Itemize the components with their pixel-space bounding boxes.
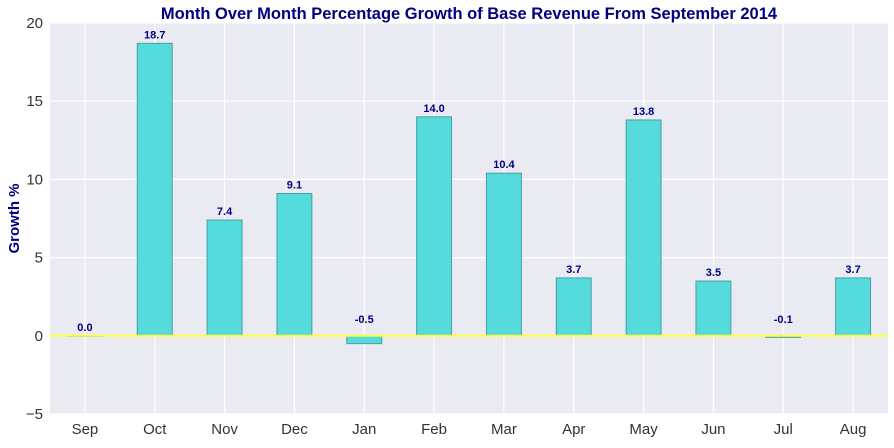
data-label: 7.4 [217, 206, 233, 218]
x-tick-label: Mar [491, 421, 517, 438]
data-label: 3.7 [845, 264, 860, 276]
y-axis-label: Growth % [6, 184, 23, 254]
bar-aug [835, 277, 872, 337]
bar-feb [416, 116, 453, 337]
data-labels: 0.0 18.7 7.4 9.1 -0.5 14.0 10.4 3.7 13.8 3.5 -0.1 3… [77, 29, 860, 333]
data-label: 13.8 [633, 106, 654, 118]
chart-title: Month Over Month Percentage Growth of Ba… [161, 5, 778, 23]
x-tick-label: Oct [143, 421, 167, 438]
y-tick-label: 20 [26, 15, 43, 32]
bars [66, 42, 872, 345]
bar-nov [206, 219, 243, 337]
data-label: 9.1 [287, 179, 302, 191]
data-label: 18.7 [144, 29, 165, 41]
y-tick-label: −5 [26, 406, 43, 423]
x-tick-label: Jan [352, 421, 376, 438]
data-label: 10.4 [493, 159, 515, 171]
data-label: 3.7 [566, 264, 581, 276]
data-label: -0.1 [774, 314, 793, 326]
x-tick-label: Apr [562, 421, 585, 438]
bar-mar [485, 172, 522, 337]
bar-oct [136, 42, 173, 337]
plot-background [50, 23, 888, 414]
data-label: 3.5 [706, 267, 721, 279]
x-tick-label: Sep [72, 421, 99, 438]
x-tick-label: May [629, 421, 658, 438]
bar-dec [276, 192, 313, 337]
x-tick-label: Aug [840, 421, 867, 438]
bar-may [625, 119, 662, 337]
x-tick-label: Jun [701, 421, 725, 438]
x-axis-ticks: Sep Oct Nov Dec Jan Feb Mar Apr May Jun Jul Aug [72, 421, 867, 438]
y-tick-label: 0 [35, 328, 43, 345]
bar-jan [346, 335, 383, 345]
y-tick-label: 15 [26, 93, 43, 110]
x-tick-label: Feb [421, 421, 447, 438]
data-label: 14.0 [423, 103, 444, 115]
bar-apr [555, 277, 592, 337]
x-tick-label: Jul [774, 421, 793, 438]
y-axis-ticks: −5 0 5 10 15 20 [26, 15, 43, 423]
bar-jun [695, 280, 732, 337]
y-tick-label: 10 [26, 171, 43, 188]
y-tick-label: 5 [35, 250, 43, 267]
data-label: -0.5 [355, 314, 374, 326]
x-tick-label: Nov [211, 421, 238, 438]
x-tick-label: Dec [281, 421, 308, 438]
data-label: 0.0 [77, 322, 92, 334]
